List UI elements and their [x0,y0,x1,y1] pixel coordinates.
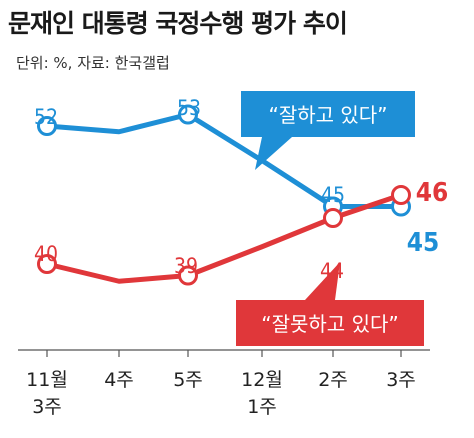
disapprove-point [391,185,411,205]
data-label: 46 [416,178,449,208]
x-tick-label: 3주 [386,369,416,391]
legend-label: “잘하고 있다” [268,103,387,127]
disapprove-point [37,254,57,274]
x-tick-label: 3주 [32,396,62,418]
data-label: 45 [321,183,345,207]
chart-source: 단위: %, 자료: 한국갤럽 [16,54,170,72]
legend-box [236,300,424,346]
legend-box [241,91,415,137]
approve-line [44,112,404,209]
chart-title: 문재인 대통령 국정수행 평가 추이 [8,9,348,38]
legend-label: “잘못하고 있다” [261,312,398,336]
x-tick-label: 4주 [104,369,134,391]
approve-point [178,104,198,125]
data-label: 39 [174,254,198,278]
approve-point [37,116,57,136]
disapprove-line [44,192,404,284]
x-tick-label: 12월 [241,369,283,391]
data-label: 53 [177,96,201,120]
x-tick-label: 11월 [26,369,68,391]
legend-pointer [255,137,292,170]
x-tick-label: 5주 [173,369,203,391]
x-tick-label: 2주 [318,369,348,391]
disapprove-point [323,208,343,228]
disapprove-point [178,265,198,286]
legend-pointer [305,262,340,300]
data-label: 45 [407,228,440,258]
data-label: 40 [34,242,58,266]
data-label: 52 [34,105,58,129]
x-tick-label: 1주 [247,396,277,418]
